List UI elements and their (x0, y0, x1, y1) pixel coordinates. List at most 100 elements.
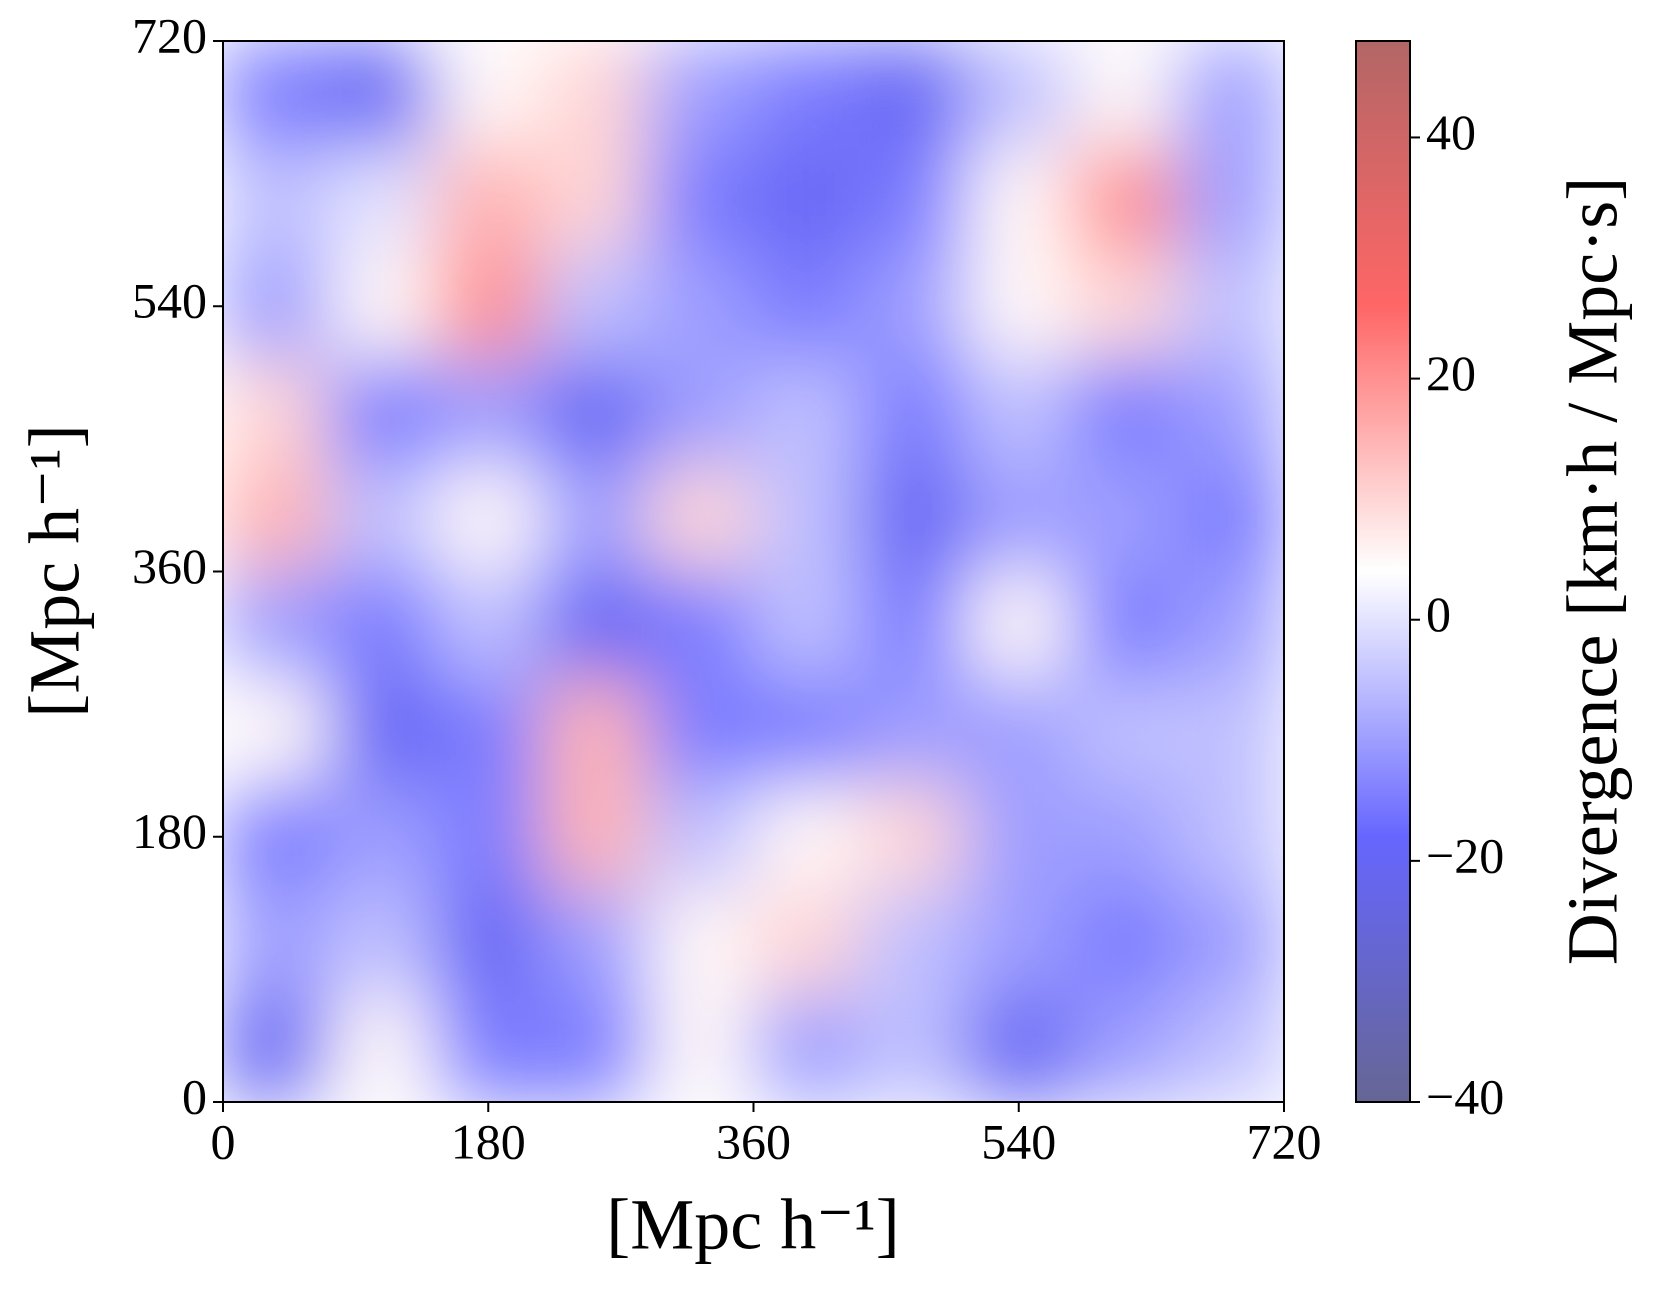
heatmap-cell (753, 464, 861, 572)
heatmap-cell (223, 358, 330, 466)
heatmap-cell (646, 464, 754, 572)
heatmap-cell (859, 889, 967, 997)
heatmap-cell (1071, 783, 1179, 891)
heatmap-cell (434, 571, 542, 679)
heatmap-cell (1177, 41, 1284, 148)
x-axis-label: [Mpc h⁻¹] (606, 1185, 900, 1265)
heatmap-cell (965, 252, 1073, 360)
heatmap-cell (1177, 889, 1284, 997)
heatmap-cell (646, 146, 754, 254)
heatmap-cell (1177, 464, 1284, 572)
x-tick-label: 360 (716, 1113, 791, 1169)
heatmap-cell (1071, 146, 1179, 254)
heatmap-cell (540, 995, 648, 1102)
heatmap-cell (646, 889, 754, 997)
heatmap-cell (328, 41, 436, 148)
heatmap-cell (328, 783, 436, 891)
heatmap-cell (1071, 358, 1179, 466)
heatmap-cell (434, 995, 542, 1102)
heatmap-cell (646, 995, 754, 1102)
heatmap-cell (753, 41, 861, 148)
heatmap-cell (753, 571, 861, 679)
colorbar-tick-label: 0 (1426, 586, 1451, 642)
heatmap-cell (1071, 995, 1179, 1102)
heatmap-cell (753, 252, 861, 360)
heatmap-cell (753, 146, 861, 254)
heatmap-cell (540, 41, 648, 148)
heatmap-cell (859, 146, 967, 254)
heatmap-cell (965, 41, 1073, 148)
heatmap (223, 41, 1284, 1102)
heatmap-cell (859, 783, 967, 891)
colorbar-tick-label: 20 (1426, 345, 1476, 401)
heatmap-cell (328, 995, 436, 1102)
heatmap-cell (223, 889, 330, 997)
heatmap-cell (646, 41, 754, 148)
heatmap-cell (540, 677, 648, 785)
heatmap-cell (753, 677, 861, 785)
heatmap-cell (753, 995, 861, 1102)
heatmap-cell (859, 571, 967, 679)
heatmap-cell (1071, 41, 1179, 148)
heatmap-cell (753, 358, 861, 466)
y-tick-label: 540 (132, 273, 207, 329)
heatmap-cell (1071, 677, 1179, 785)
heatmap-cell (859, 995, 967, 1102)
heatmap-cell (965, 995, 1073, 1102)
heatmap-cell (328, 571, 436, 679)
heatmap-cell (223, 146, 330, 254)
heatmap-cell (1177, 146, 1284, 254)
heatmap-cell (1177, 677, 1284, 785)
heatmap-cell (1177, 358, 1284, 466)
x-tick-label: 540 (981, 1113, 1056, 1169)
heatmap-cell (1071, 889, 1179, 997)
heatmap-cell (1177, 783, 1284, 891)
heatmap-cell (223, 995, 330, 1102)
heatmap-cell (646, 783, 754, 891)
heatmap-cell (540, 146, 648, 254)
heatmap-cell (965, 464, 1073, 572)
heatmap-cell (646, 677, 754, 785)
colorbar-tick-label: −40 (1426, 1068, 1504, 1124)
heatmap-cell (328, 677, 436, 785)
heatmap-cell (965, 889, 1073, 997)
heatmap-cell (540, 252, 648, 360)
heatmap-cell (328, 146, 436, 254)
y-tick-label: 360 (132, 538, 207, 594)
heatmap-cell (859, 358, 967, 466)
heatmap-cell (223, 783, 330, 891)
heatmap-cell (223, 464, 330, 572)
heatmap-cell (434, 783, 542, 891)
y-tick-label: 180 (132, 803, 207, 859)
heatmap-cell (328, 889, 436, 997)
heatmap-cell (540, 571, 648, 679)
heatmap-cell (1071, 252, 1179, 360)
heatmap-cell (434, 358, 542, 466)
heatmap-cell (753, 889, 861, 997)
heatmap-cell (434, 677, 542, 785)
heatmap-cell (223, 41, 330, 148)
colorbar-label: Divergence [km·h / Mpc·s] (1553, 177, 1633, 965)
heatmap-cell (753, 783, 861, 891)
heatmap-cells (223, 41, 1284, 1102)
heatmap-cell (434, 889, 542, 997)
heatmap-cell (540, 889, 648, 997)
colorbar-tick-label: 40 (1426, 104, 1476, 160)
y-axis-label: [Mpc h⁻¹] (15, 424, 95, 718)
x-tick-label: 720 (1247, 1113, 1322, 1169)
x-tick-label: 0 (211, 1113, 236, 1169)
heatmap-cell (328, 464, 436, 572)
heatmap-cell (859, 464, 967, 572)
heatmap-cell (434, 252, 542, 360)
heatmap-cell (965, 571, 1073, 679)
heatmap-cell (328, 252, 436, 360)
heatmap-cell (434, 41, 542, 148)
heatmap-cell (328, 358, 436, 466)
heatmap-cell (965, 783, 1073, 891)
heatmap-cell (1177, 571, 1284, 679)
heatmap-cell (646, 252, 754, 360)
heatmap-cell (965, 677, 1073, 785)
heatmap-cell (223, 571, 330, 679)
heatmap-cell (1177, 995, 1284, 1102)
